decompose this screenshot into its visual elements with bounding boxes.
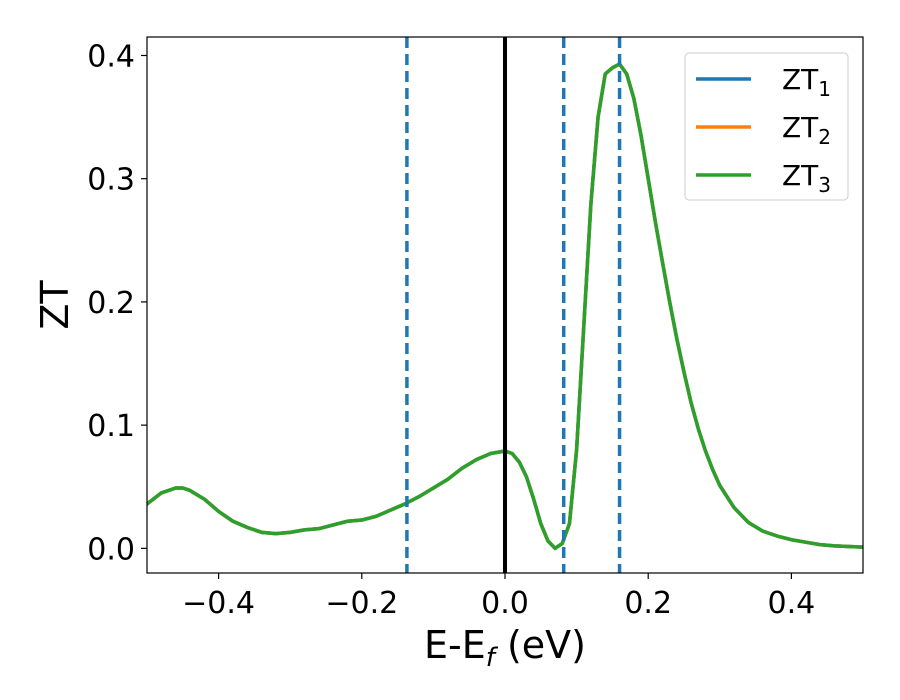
x-tick-label: 0.2 [624, 586, 672, 621]
y-axis-label: ZT [33, 280, 77, 330]
y-tick-label: 0.2 [87, 286, 135, 321]
x-tick-label: 0.4 [768, 586, 816, 621]
series-line-zt3 [147, 62, 863, 551]
y-tick-label: 0.0 [87, 532, 135, 567]
legend-box [684, 52, 849, 201]
x-axis: −0.4 −0.2 0.0 0.2 0.4 [182, 573, 815, 621]
legend-entry-label: ZT3 [782, 159, 831, 197]
x-tick-label: 0.0 [481, 586, 529, 621]
y-axis: 0.0 0.1 0.2 0.3 0.4 [87, 39, 147, 567]
y-tick-label: 0.1 [87, 409, 135, 444]
x-tick-label: −0.2 [325, 586, 398, 621]
x-axis-label: E-Ef (eV) [424, 623, 586, 673]
y-tick-label: 0.3 [87, 163, 135, 198]
y-tick-label: 0.4 [87, 39, 135, 74]
legend-entry-label: ZT1 [782, 63, 831, 101]
plot-area [147, 62, 863, 551]
reference-lines [405, 37, 622, 573]
x-tick-label: −0.4 [182, 586, 255, 621]
legend: ZT1 ZT2 ZT3 [684, 52, 849, 201]
legend-entry-label: ZT2 [782, 111, 831, 149]
